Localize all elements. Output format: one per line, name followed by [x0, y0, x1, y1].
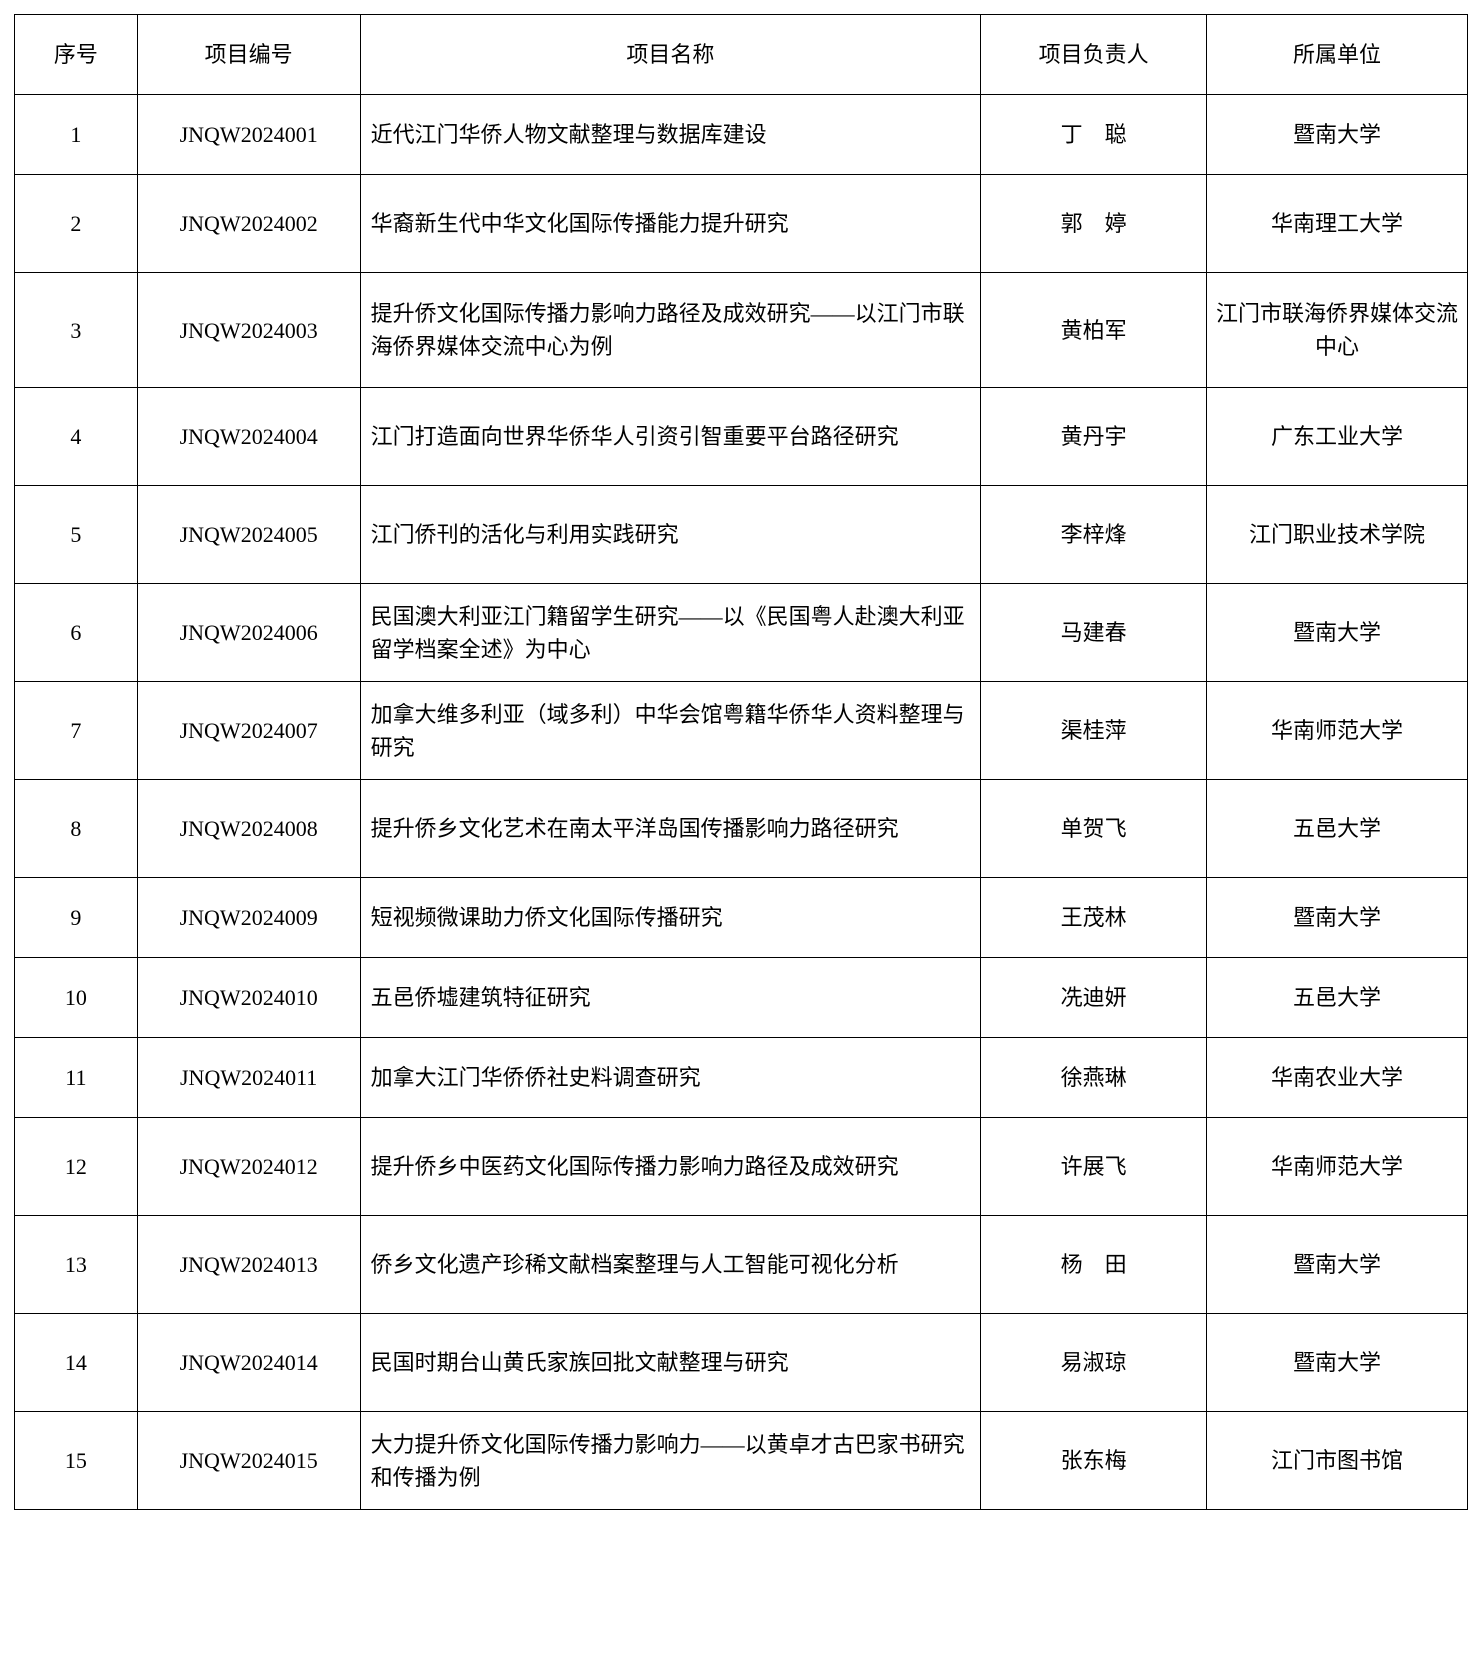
cell-name: 江门侨刊的活化与利用实践研究 — [360, 486, 981, 584]
cell-name: 短视频微课助力侨文化国际传播研究 — [360, 878, 981, 958]
cell-name: 大力提升侨文化国际传播力影响力——以黄卓才古巴家书研究和传播为例 — [360, 1412, 981, 1510]
cell-leader: 杨 田 — [981, 1216, 1207, 1314]
cell-unit: 华南师范大学 — [1206, 682, 1467, 780]
cell-name: 华裔新生代中华文化国际传播能力提升研究 — [360, 175, 981, 273]
cell-leader: 冼迪妍 — [981, 958, 1207, 1038]
cell-leader: 黄丹宇 — [981, 388, 1207, 486]
cell-code: JNQW2024003 — [137, 273, 360, 388]
cell-leader: 徐燕琳 — [981, 1038, 1207, 1118]
cell-leader: 单贺飞 — [981, 780, 1207, 878]
cell-leader: 马建春 — [981, 584, 1207, 682]
cell-name: 民国时期台山黄氏家族回批文献整理与研究 — [360, 1314, 981, 1412]
cell-unit: 广东工业大学 — [1206, 388, 1467, 486]
header-name: 项目名称 — [360, 15, 981, 95]
cell-unit: 江门市图书馆 — [1206, 1412, 1467, 1510]
cell-seq: 13 — [15, 1216, 138, 1314]
cell-name: 民国澳大利亚江门籍留学生研究——以《民国粤人赴澳大利亚留学档案全述》为中心 — [360, 584, 981, 682]
cell-name: 加拿大维多利亚（域多利）中华会馆粤籍华侨华人资料整理与研究 — [360, 682, 981, 780]
cell-code: JNQW2024002 — [137, 175, 360, 273]
cell-leader: 张东梅 — [981, 1412, 1207, 1510]
cell-name: 近代江门华侨人物文献整理与数据库建设 — [360, 95, 981, 175]
cell-seq: 15 — [15, 1412, 138, 1510]
cell-seq: 1 — [15, 95, 138, 175]
cell-name: 侨乡文化遗产珍稀文献档案整理与人工智能可视化分析 — [360, 1216, 981, 1314]
cell-seq: 7 — [15, 682, 138, 780]
cell-seq: 4 — [15, 388, 138, 486]
cell-seq: 8 — [15, 780, 138, 878]
cell-name: 提升侨乡中医药文化国际传播力影响力路径及成效研究 — [360, 1118, 981, 1216]
cell-name: 加拿大江门华侨侨社史料调查研究 — [360, 1038, 981, 1118]
table-row: 11 JNQW2024011 加拿大江门华侨侨社史料调查研究 徐燕琳 华南农业大… — [15, 1038, 1468, 1118]
cell-code: JNQW2024005 — [137, 486, 360, 584]
cell-leader: 丁 聪 — [981, 95, 1207, 175]
table-row: 4 JNQW2024004 江门打造面向世界华侨华人引资引智重要平台路径研究 黄… — [15, 388, 1468, 486]
header-code: 项目编号 — [137, 15, 360, 95]
cell-leader: 李梓烽 — [981, 486, 1207, 584]
cell-code: JNQW2024011 — [137, 1038, 360, 1118]
cell-unit: 江门职业技术学院 — [1206, 486, 1467, 584]
cell-code: JNQW2024006 — [137, 584, 360, 682]
cell-name: 提升侨文化国际传播力影响力路径及成效研究——以江门市联海侨界媒体交流中心为例 — [360, 273, 981, 388]
cell-leader: 王茂林 — [981, 878, 1207, 958]
cell-code: JNQW2024001 — [137, 95, 360, 175]
cell-code: JNQW2024013 — [137, 1216, 360, 1314]
header-leader: 项目负责人 — [981, 15, 1207, 95]
cell-code: JNQW2024012 — [137, 1118, 360, 1216]
table-row: 10 JNQW2024010 五邑侨墟建筑特征研究 冼迪妍 五邑大学 — [15, 958, 1468, 1038]
cell-name: 五邑侨墟建筑特征研究 — [360, 958, 981, 1038]
cell-leader: 易淑琼 — [981, 1314, 1207, 1412]
cell-seq: 2 — [15, 175, 138, 273]
cell-name: 江门打造面向世界华侨华人引资引智重要平台路径研究 — [360, 388, 981, 486]
cell-leader: 郭 婷 — [981, 175, 1207, 273]
table-row: 1 JNQW2024001 近代江门华侨人物文献整理与数据库建设 丁 聪 暨南大… — [15, 95, 1468, 175]
table-row: 15 JNQW2024015 大力提升侨文化国际传播力影响力——以黄卓才古巴家书… — [15, 1412, 1468, 1510]
cell-unit: 暨南大学 — [1206, 1216, 1467, 1314]
header-seq: 序号 — [15, 15, 138, 95]
project-table: 序号 项目编号 项目名称 项目负责人 所属单位 1 JNQW2024001 近代… — [14, 14, 1468, 1510]
table-row: 13 JNQW2024013 侨乡文化遗产珍稀文献档案整理与人工智能可视化分析 … — [15, 1216, 1468, 1314]
table-row: 5 JNQW2024005 江门侨刊的活化与利用实践研究 李梓烽 江门职业技术学… — [15, 486, 1468, 584]
cell-code: JNQW2024014 — [137, 1314, 360, 1412]
cell-seq: 14 — [15, 1314, 138, 1412]
cell-unit: 华南师范大学 — [1206, 1118, 1467, 1216]
cell-seq: 6 — [15, 584, 138, 682]
cell-unit: 暨南大学 — [1206, 1314, 1467, 1412]
cell-leader: 黄柏军 — [981, 273, 1207, 388]
table-row: 9 JNQW2024009 短视频微课助力侨文化国际传播研究 王茂林 暨南大学 — [15, 878, 1468, 958]
table-row: 12 JNQW2024012 提升侨乡中医药文化国际传播力影响力路径及成效研究 … — [15, 1118, 1468, 1216]
cell-unit: 五邑大学 — [1206, 958, 1467, 1038]
table-row: 6 JNQW2024006 民国澳大利亚江门籍留学生研究——以《民国粤人赴澳大利… — [15, 584, 1468, 682]
cell-unit: 华南农业大学 — [1206, 1038, 1467, 1118]
cell-unit: 暨南大学 — [1206, 584, 1467, 682]
table-row: 7 JNQW2024007 加拿大维多利亚（域多利）中华会馆粤籍华侨华人资料整理… — [15, 682, 1468, 780]
cell-seq: 10 — [15, 958, 138, 1038]
cell-code: JNQW2024004 — [137, 388, 360, 486]
table-body: 1 JNQW2024001 近代江门华侨人物文献整理与数据库建设 丁 聪 暨南大… — [15, 95, 1468, 1510]
cell-code: JNQW2024015 — [137, 1412, 360, 1510]
cell-seq: 11 — [15, 1038, 138, 1118]
cell-seq: 12 — [15, 1118, 138, 1216]
cell-unit: 暨南大学 — [1206, 878, 1467, 958]
cell-name: 提升侨乡文化艺术在南太平洋岛国传播影响力路径研究 — [360, 780, 981, 878]
table-row: 14 JNQW2024014 民国时期台山黄氏家族回批文献整理与研究 易淑琼 暨… — [15, 1314, 1468, 1412]
cell-seq: 5 — [15, 486, 138, 584]
cell-unit: 五邑大学 — [1206, 780, 1467, 878]
cell-code: JNQW2024010 — [137, 958, 360, 1038]
table-row: 3 JNQW2024003 提升侨文化国际传播力影响力路径及成效研究——以江门市… — [15, 273, 1468, 388]
cell-seq: 3 — [15, 273, 138, 388]
table-header-row: 序号 项目编号 项目名称 项目负责人 所属单位 — [15, 15, 1468, 95]
cell-code: JNQW2024008 — [137, 780, 360, 878]
cell-unit: 暨南大学 — [1206, 95, 1467, 175]
cell-seq: 9 — [15, 878, 138, 958]
cell-unit: 华南理工大学 — [1206, 175, 1467, 273]
cell-leader: 渠桂萍 — [981, 682, 1207, 780]
cell-unit: 江门市联海侨界媒体交流中心 — [1206, 273, 1467, 388]
cell-code: JNQW2024007 — [137, 682, 360, 780]
table-row: 2 JNQW2024002 华裔新生代中华文化国际传播能力提升研究 郭 婷 华南… — [15, 175, 1468, 273]
header-unit: 所属单位 — [1206, 15, 1467, 95]
cell-leader: 许展飞 — [981, 1118, 1207, 1216]
table-row: 8 JNQW2024008 提升侨乡文化艺术在南太平洋岛国传播影响力路径研究 单… — [15, 780, 1468, 878]
cell-code: JNQW2024009 — [137, 878, 360, 958]
